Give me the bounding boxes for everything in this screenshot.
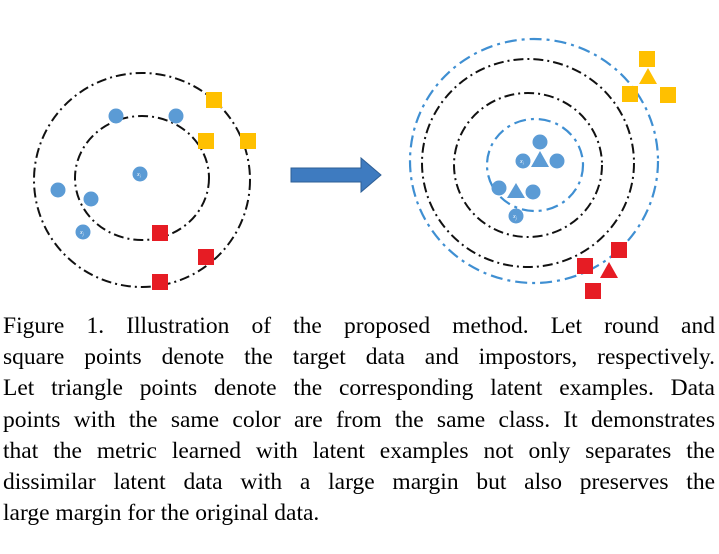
impostor-square-yellow xyxy=(639,51,655,67)
caption-line: Let triangle points denote the correspon… xyxy=(3,375,715,402)
svg-text:xj: xj xyxy=(512,214,518,221)
impostor-square-yellow xyxy=(206,92,222,108)
svg-text:xi: xi xyxy=(136,172,141,179)
right-inner-ring-black xyxy=(453,92,603,238)
target-point-blue xyxy=(168,108,184,124)
target-point-blue xyxy=(50,182,66,198)
impostor-square-yellow xyxy=(660,87,676,103)
right-arrow-icon xyxy=(290,156,382,194)
impostor-square-yellow xyxy=(240,133,256,149)
caption-line: large margin for the original data. xyxy=(3,500,320,527)
target-point-blue xyxy=(491,180,507,196)
latent-triangle-yellow xyxy=(639,68,657,84)
impostor-square-yellow xyxy=(198,133,214,149)
center-label: x xyxy=(519,159,523,165)
right-outer-ring-blue xyxy=(408,37,660,285)
impostor-square-red xyxy=(611,242,627,258)
caption-line: points with the same color are from the … xyxy=(3,406,715,433)
svg-text:xi: xi xyxy=(519,159,524,166)
target-point-blue xyxy=(549,153,565,169)
caption-line: that the metric learned with latent exam… xyxy=(3,437,715,464)
side-point-xj: xj xyxy=(508,208,524,224)
target-point-blue xyxy=(525,184,541,200)
caption-line: square points denote the target data and… xyxy=(3,344,715,371)
center-point-xi: xi xyxy=(132,166,148,182)
right-outer-ring-black xyxy=(421,58,635,268)
impostor-square-yellow xyxy=(622,86,638,102)
latent-triangle-red xyxy=(600,262,618,278)
target-point-blue xyxy=(108,108,124,124)
impostor-square-red xyxy=(198,249,214,265)
latent-triangle-blue xyxy=(507,183,525,198)
right-inner-ring-blue xyxy=(485,117,585,213)
svg-text:xj: xj xyxy=(79,230,85,237)
left-outer-ring xyxy=(33,72,251,288)
right-panel: xi xj xyxy=(408,37,676,299)
left-panel: xi xj xyxy=(33,72,256,290)
figure-caption: Figure 1. Illustration of the proposed m… xyxy=(3,311,715,529)
method-illustration-figure: xi xj xi xj xyxy=(33,37,676,299)
impostor-square-red xyxy=(152,225,168,241)
impostor-square-red xyxy=(577,258,593,274)
target-point-blue xyxy=(83,191,99,207)
side-label: x xyxy=(512,214,516,220)
caption-line: Figure 1. Illustration of the proposed m… xyxy=(3,313,715,339)
side-label: x xyxy=(79,230,83,236)
impostor-square-red xyxy=(152,274,168,290)
latent-triangle-blue xyxy=(531,151,549,167)
caption-line: dissimilar latent data with a large marg… xyxy=(3,469,715,496)
center-point-xi: xi xyxy=(515,153,531,169)
impostor-square-red xyxy=(585,283,601,299)
left-inner-ring xyxy=(74,115,210,241)
target-point-blue xyxy=(532,134,548,150)
center-label: x xyxy=(136,172,140,178)
side-point-xj: xj xyxy=(75,224,91,240)
